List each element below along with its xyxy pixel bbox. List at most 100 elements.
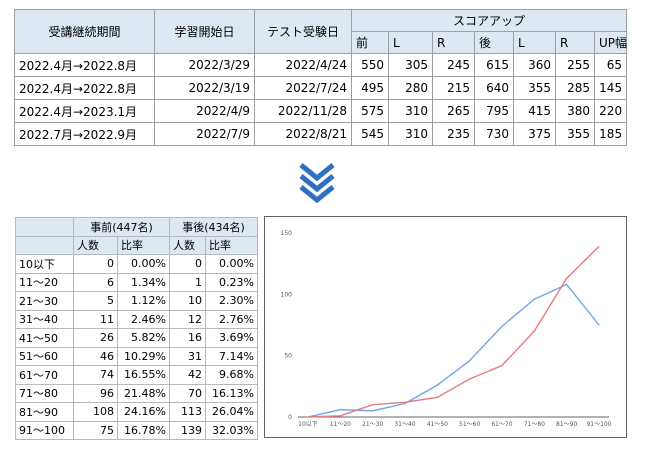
table-cell: 31 (169, 346, 206, 366)
table-row: 51～60 46 10.29% 31 7.14% (15, 346, 258, 366)
header-up-range: UP幅 (593, 31, 628, 54)
y-tick-label: 150 (281, 230, 293, 237)
header-ratio-after: 比率 (205, 235, 258, 255)
table-cell: 10.29% (117, 346, 170, 366)
table-cell: 51～60 (15, 346, 74, 366)
table-cell: 16.78% (117, 420, 170, 440)
header-after-r: R (555, 31, 595, 54)
x-tick-label: 21～30 (362, 421, 383, 428)
table-row: 2022.4月→2022.8月 2022/3/19 2022/7/24 495 280 2… (14, 76, 628, 100)
table-cell: 10 (169, 291, 206, 311)
header-count-before: 人数 (73, 235, 118, 255)
table-cell: 235 (432, 122, 475, 146)
table-cell: 2.30% (205, 291, 258, 311)
series-0-point (339, 409, 341, 411)
series-1-point (598, 245, 600, 248)
table-cell: 65 (593, 53, 628, 77)
series-0-point (404, 402, 406, 405)
table-cell: 5.82% (117, 328, 170, 348)
x-tick-label: 41～50 (427, 421, 448, 428)
score-up-table: 受講継続期間 学習開始日 テスト受験日 スコアアップ 前 L R 後 L R U… (14, 9, 628, 146)
table-cell: 70 (169, 383, 206, 403)
table-cell: 75 (73, 420, 118, 440)
series-0-point (533, 298, 535, 300)
table-cell: 730 (474, 122, 514, 146)
table-cell: 2022/7/9 (154, 122, 255, 146)
table-cell: 91～100 (15, 420, 74, 440)
series-1-point (404, 401, 406, 403)
table-cell: 280 (388, 76, 433, 100)
table-cell: 575 (351, 99, 389, 123)
table-cell: 2022.4月→2023.1月 (14, 99, 155, 123)
series-0-point (436, 384, 438, 386)
table-cell: 1 (169, 272, 206, 292)
table-cell: 46 (73, 346, 118, 366)
x-tick-label: 61～70 (491, 421, 512, 428)
table-cell: 1.34% (117, 272, 170, 292)
table-cell: 615 (474, 53, 514, 77)
table-row: 2022.4月→2023.1月 2022/4/9 2022/11/28 575 310 2… (14, 99, 628, 123)
table-cell: 74 (73, 365, 118, 385)
table-row: 71～80 96 21.48% 70 16.13% (15, 383, 258, 403)
table-cell: 16.55% (117, 365, 170, 385)
header-before-r: R (432, 31, 475, 54)
table-row: 11～20 6 1.34% 1 0.23% (15, 272, 258, 292)
table-cell: 285 (555, 76, 595, 100)
table-cell: 12 (169, 309, 206, 329)
table-cell: 220 (593, 99, 628, 123)
y-tick-label: 100 (281, 291, 293, 298)
table-cell: 2022/11/28 (254, 99, 352, 123)
series-0-line (307, 283, 600, 418)
table-cell: 355 (555, 122, 595, 146)
table-cell: 2022/3/19 (154, 76, 255, 100)
table-cell: 24.16% (117, 402, 170, 422)
table-cell: 0.00% (117, 254, 170, 274)
table-cell: 310 (388, 122, 433, 146)
series-1-point (372, 404, 374, 406)
table-cell: 185 (593, 122, 628, 146)
table-cell: 1.12% (117, 291, 170, 311)
table-cell: 10以下 (15, 254, 74, 274)
table-cell: 0.00% (205, 254, 258, 274)
table-cell: 3.69% (205, 328, 258, 348)
table-cell: 2022.7月→2022.9月 (14, 122, 155, 146)
series-1-point (339, 415, 341, 417)
series-0-point (501, 325, 503, 327)
score-distribution-table: 事前(447名) 事後(434名) 人数 比率 人数 比率 10以下 0 0.00%… (15, 217, 258, 440)
x-tick-label: 10以下 (298, 421, 318, 428)
table-row: 21～30 5 1.12% 10 2.30% (15, 291, 258, 311)
table-cell: 255 (555, 53, 595, 77)
table-cell: 11～20 (15, 272, 74, 292)
table-cell: 81～90 (15, 402, 74, 422)
series-0-point (566, 283, 568, 286)
table-cell: 5 (73, 291, 118, 311)
y-tick-label: 50 (284, 353, 292, 360)
double-chevron-down-icon (299, 163, 335, 203)
x-tick-label: 51～60 (459, 421, 480, 428)
series-1-point (436, 396, 438, 398)
series-1-point (566, 277, 568, 279)
table-cell: 415 (513, 99, 556, 123)
header-before-group: 事前(447名) (73, 217, 170, 237)
table-cell: 310 (388, 99, 433, 123)
table-cell: 71～80 (15, 383, 74, 403)
series-1-point (533, 330, 535, 332)
table-cell: 9.68% (205, 365, 258, 385)
header-test-date: テスト受験日 (254, 9, 352, 54)
table-row: 31～40 11 2.46% 12 2.76% (15, 309, 258, 329)
y-tick-label: 0 (288, 414, 292, 421)
table-cell: 145 (593, 76, 628, 100)
series-0-point (598, 324, 600, 326)
header-range-blank (15, 217, 74, 237)
table-cell: 545 (351, 122, 389, 146)
table-row: 41～50 26 5.82% 16 3.69% (15, 328, 258, 348)
x-tick-label: 81～90 (556, 421, 577, 428)
table-cell: 2022.4月→2022.8月 (14, 53, 155, 77)
table-cell: 215 (432, 76, 475, 100)
series-1-point (501, 364, 503, 367)
table-cell: 42 (169, 365, 206, 385)
table-cell: 61～70 (15, 365, 74, 385)
table-cell: 640 (474, 76, 514, 100)
table-row: 2022.4月→2022.8月 2022/3/29 2022/4/24 550 305 2… (14, 53, 628, 77)
table-cell: 2022/4/24 (254, 53, 352, 77)
